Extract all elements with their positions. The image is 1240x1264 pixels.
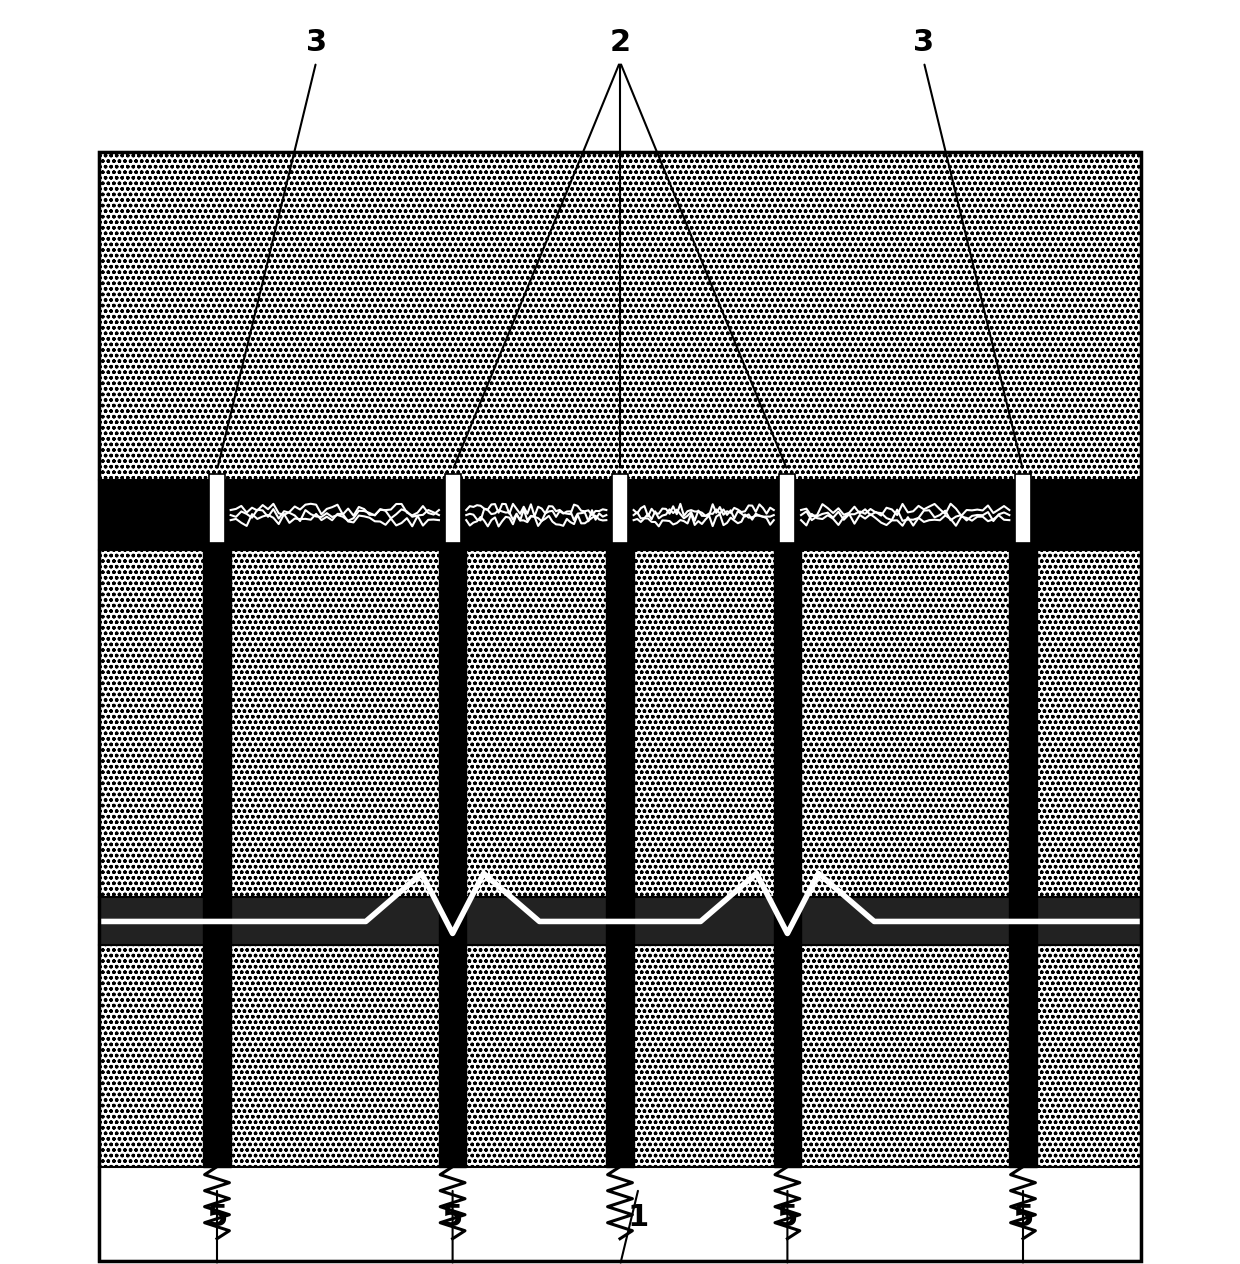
Bar — [99, 897, 1141, 945]
Bar — [99, 152, 1141, 480]
Bar — [439, 532, 466, 1167]
Bar — [780, 474, 796, 544]
Bar — [203, 532, 231, 1167]
Bar — [1014, 474, 1032, 544]
Bar — [1009, 532, 1037, 1167]
Bar — [99, 1167, 1141, 1261]
Bar — [606, 532, 634, 1167]
Text: 5: 5 — [776, 1203, 799, 1232]
Bar — [208, 474, 224, 544]
Text: 3: 3 — [305, 28, 327, 57]
Bar — [99, 945, 1141, 1167]
Bar — [99, 480, 1141, 550]
Bar — [611, 474, 627, 544]
Bar — [444, 474, 461, 544]
Bar — [99, 550, 1141, 897]
Text: 2: 2 — [609, 28, 631, 57]
Text: 5: 5 — [1012, 1203, 1034, 1232]
Bar — [99, 152, 1141, 1261]
Text: 5: 5 — [441, 1203, 464, 1232]
Bar — [774, 532, 801, 1167]
Text: 1: 1 — [627, 1203, 650, 1232]
Text: 5: 5 — [206, 1203, 228, 1232]
Text: 3: 3 — [913, 28, 935, 57]
